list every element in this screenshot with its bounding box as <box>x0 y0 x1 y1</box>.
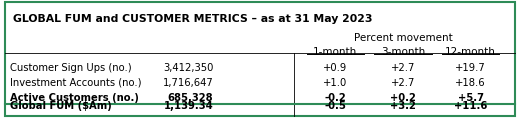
Text: +1.0: +1.0 <box>323 78 347 88</box>
Text: 685,328: 685,328 <box>167 93 213 103</box>
Text: Investment Accounts (no.): Investment Accounts (no.) <box>10 78 142 88</box>
Text: Global FUM ($Am): Global FUM ($Am) <box>10 101 112 111</box>
Text: +5.7: +5.7 <box>458 93 484 103</box>
Text: 3,412,350: 3,412,350 <box>163 63 213 73</box>
Text: Percent movement: Percent movement <box>354 33 452 43</box>
Text: +19.7: +19.7 <box>455 63 486 73</box>
Text: 12-month: 12-month <box>445 47 496 57</box>
Text: +0.9: +0.9 <box>323 63 347 73</box>
Text: -0.5: -0.5 <box>324 101 346 111</box>
Text: +2.7: +2.7 <box>391 63 415 73</box>
Text: 1,716,647: 1,716,647 <box>162 78 213 88</box>
Text: -0.2: -0.2 <box>324 93 346 103</box>
Text: 1,139.34: 1,139.34 <box>163 101 213 111</box>
Text: +11.6: +11.6 <box>454 101 487 111</box>
Text: Active Customers (no.): Active Customers (no.) <box>10 93 139 103</box>
Text: Customer Sign Ups (no.): Customer Sign Ups (no.) <box>10 63 132 73</box>
Text: GLOBAL FUM and CUSTOMER METRICS – as at 31 May 2023: GLOBAL FUM and CUSTOMER METRICS – as at … <box>13 14 372 24</box>
Text: 3-month: 3-month <box>381 47 425 57</box>
Text: +2.7: +2.7 <box>391 78 415 88</box>
Text: +3.2: +3.2 <box>390 101 416 111</box>
Text: 1-month: 1-month <box>313 47 358 57</box>
Text: +18.6: +18.6 <box>456 78 486 88</box>
Text: +0.2: +0.2 <box>390 93 416 103</box>
